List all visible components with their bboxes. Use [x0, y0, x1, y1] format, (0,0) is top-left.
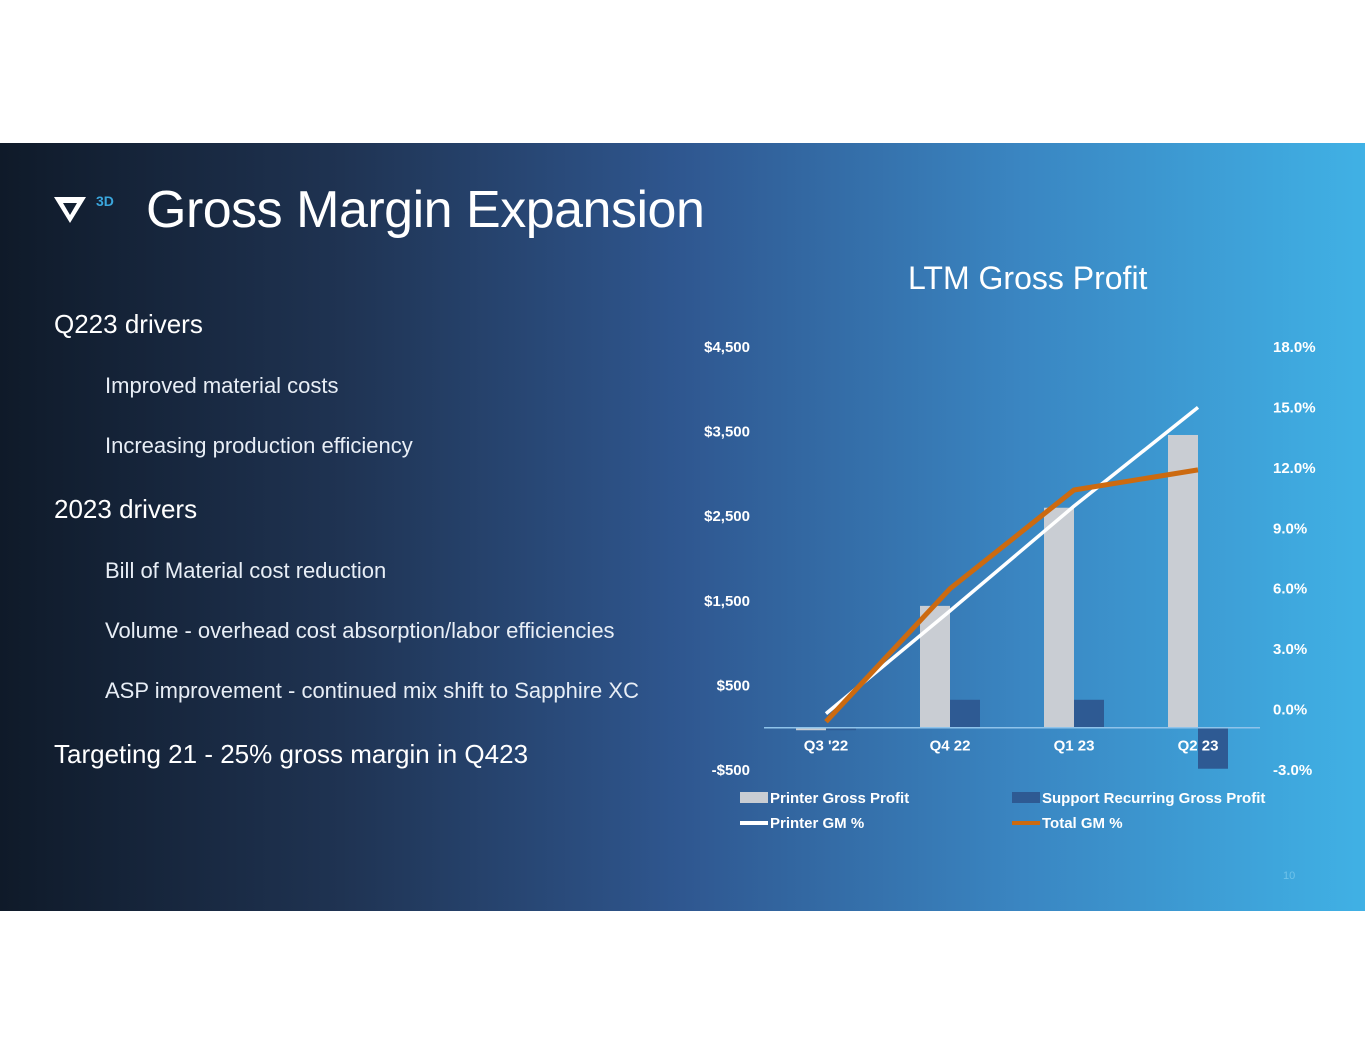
target-statement: Targeting 21 - 25% gross margin in Q423: [54, 739, 529, 769]
legend-label: Total GM %: [1042, 815, 1123, 832]
bar-printer-gross-profit: [1044, 507, 1074, 728]
line-printer-gm-: [824, 406, 1200, 715]
legend-label: Support Recurring Gross Profit: [1042, 790, 1265, 807]
legend-label: Printer GM %: [770, 815, 864, 832]
bar-support-recurring-gross-profit: [1198, 727, 1228, 769]
bullet-item: ASP improvement - continued mix shift to…: [105, 678, 639, 703]
left-axis-tick: $2,500: [704, 508, 750, 525]
right-axis-tick: 15.0%: [1273, 399, 1316, 416]
bullet-item: Increasing production efficiency: [105, 433, 413, 458]
left-axis-tick: $3,500: [704, 424, 750, 441]
bullet-item: Volume - overhead cost absorption/labor …: [105, 618, 615, 643]
bar-printer-gross-profit: [920, 605, 950, 728]
page-number: 10: [1283, 870, 1296, 882]
x-axis-tick: Q2 23: [1178, 738, 1219, 755]
legend-swatch: [740, 792, 768, 803]
left-axis-tick: $1,500: [704, 593, 750, 610]
left-axis-tick: -$500: [712, 762, 750, 779]
right-axis-tick: 6.0%: [1273, 581, 1307, 598]
section-heading: Q223 drivers: [54, 309, 203, 339]
left-axis-tick: $4,500: [704, 339, 750, 356]
x-axis-tick: Q3 '22: [804, 738, 848, 755]
logo-text: 3D: [96, 193, 114, 209]
bar-support-recurring-gross-profit: [826, 727, 856, 731]
left-axis-tick: $500: [717, 677, 750, 694]
legend-label: Printer Gross Profit: [770, 790, 909, 807]
bar-printer-gross-profit: [796, 727, 826, 731]
right-axis-tick: 0.0%: [1273, 702, 1307, 719]
right-axis-tick: 3.0%: [1273, 641, 1307, 658]
bar-support-recurring-gross-profit: [1074, 699, 1104, 728]
right-axis-tick: 9.0%: [1273, 520, 1307, 537]
line-total-gm-: [824, 467, 1199, 724]
bullet-item: Bill of Material cost reduction: [105, 558, 387, 583]
bar-printer-gross-profit: [1168, 434, 1198, 728]
slide-background: [0, 143, 1365, 911]
section-heading: 2023 drivers: [54, 494, 198, 524]
right-axis-tick: 18.0%: [1273, 339, 1316, 356]
chart-title: LTM Gross Profit: [908, 260, 1148, 296]
right-axis-tick: -3.0%: [1273, 762, 1312, 779]
x-axis-tick: Q4 22: [930, 738, 971, 755]
logo-triangle-icon: [54, 197, 86, 223]
page-title: Gross Margin Expansion: [146, 181, 705, 239]
legend-swatch: [1012, 792, 1040, 803]
x-axis-tick: Q1 23: [1054, 738, 1095, 755]
bar-support-recurring-gross-profit: [950, 699, 980, 728]
right-axis-tick: 12.0%: [1273, 460, 1316, 477]
bullet-item: Improved material costs: [105, 373, 339, 398]
